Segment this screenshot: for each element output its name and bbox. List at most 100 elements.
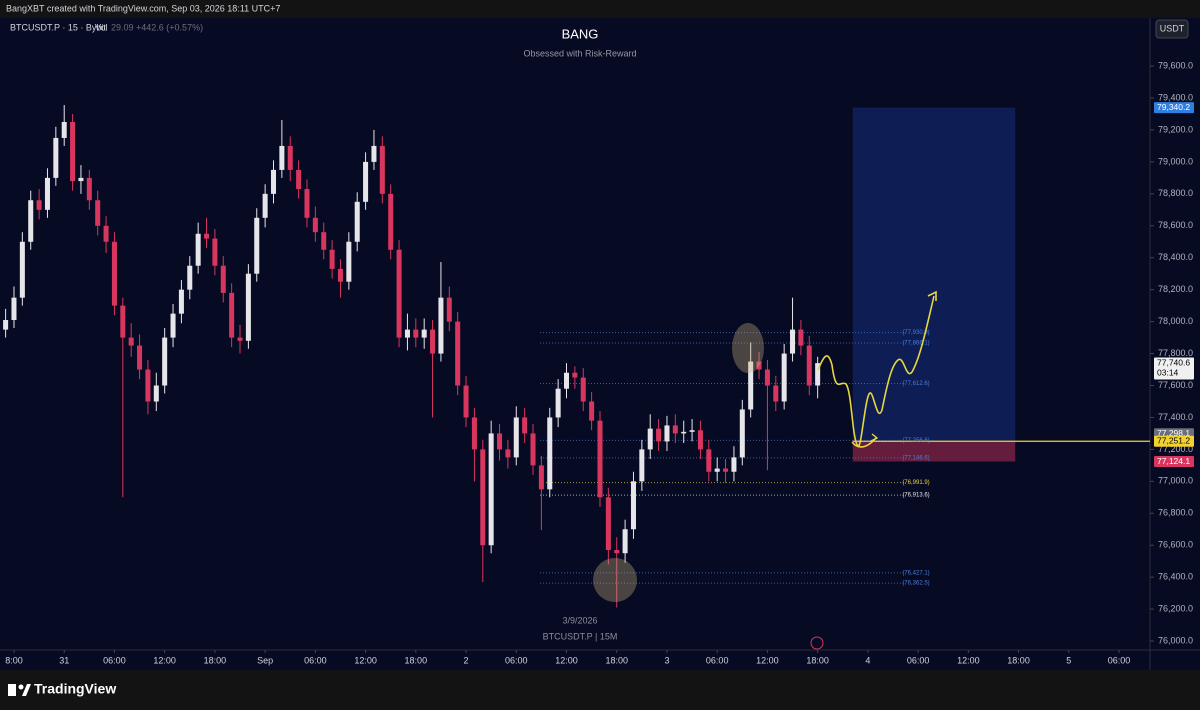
candle-body bbox=[790, 329, 796, 354]
candle-body bbox=[639, 449, 645, 482]
candle-body bbox=[597, 420, 603, 498]
x-tick-label: 12:00 bbox=[153, 655, 176, 665]
candle-body bbox=[304, 189, 310, 218]
level-label: (76,913.6) bbox=[902, 493, 929, 499]
y-tick-label: 79,200.0 bbox=[1158, 124, 1193, 134]
y-tick-label: 78,200.0 bbox=[1158, 284, 1193, 294]
candle-body bbox=[404, 329, 410, 338]
header: BangXBT created with TradingView.com, Se… bbox=[6, 3, 280, 13]
candle-body bbox=[178, 289, 184, 314]
candle-body bbox=[254, 217, 260, 274]
projection-arrow bbox=[927, 290, 937, 301]
footer-brand: TradingView bbox=[34, 681, 116, 697]
candle-body bbox=[589, 401, 595, 421]
y-tick-label: 79,600.0 bbox=[1158, 60, 1193, 70]
x-tick-label: 2 bbox=[464, 655, 469, 665]
alert-icon[interactable] bbox=[810, 636, 824, 650]
candle-body bbox=[53, 137, 59, 178]
y-tick-label: 76,400.0 bbox=[1158, 572, 1193, 582]
stop-zone bbox=[852, 441, 1016, 462]
price-label: 77,298.1 bbox=[1157, 428, 1190, 438]
y-tick-label: 76,600.0 bbox=[1158, 540, 1193, 550]
candle-body bbox=[229, 292, 235, 338]
candle-body bbox=[471, 417, 477, 450]
candle-body bbox=[61, 121, 67, 138]
candle-body bbox=[321, 232, 327, 250]
y-tick-label: 76,800.0 bbox=[1158, 508, 1193, 518]
x-tick-label: 18:00 bbox=[605, 655, 628, 665]
currency[interactable]: USDT bbox=[1160, 23, 1185, 33]
candle-body bbox=[630, 481, 636, 530]
y-tick-label: 79,400.0 bbox=[1158, 92, 1193, 102]
price-label: 77,740.6 bbox=[1157, 357, 1190, 367]
candle-body bbox=[187, 265, 193, 290]
candle-body bbox=[363, 161, 369, 202]
y-tick-label: 78,400.0 bbox=[1158, 252, 1193, 262]
x-tick-label: 18:00 bbox=[1007, 655, 1030, 665]
y-tick-label: 77,800.0 bbox=[1158, 348, 1193, 358]
candle-body bbox=[773, 385, 779, 402]
candle-body bbox=[371, 145, 377, 162]
y-tick-label: 77,600.0 bbox=[1158, 380, 1193, 390]
x-tick-label: 18:00 bbox=[204, 655, 227, 665]
candle-body bbox=[70, 121, 76, 182]
candle-body bbox=[95, 200, 101, 226]
candle-body bbox=[245, 273, 251, 341]
candle-body bbox=[430, 329, 436, 354]
candle-body bbox=[413, 329, 419, 338]
candle-body bbox=[145, 369, 151, 402]
y-tick-label: 77,400.0 bbox=[1158, 412, 1193, 422]
candle-body bbox=[36, 200, 42, 210]
y-tick-label: 78,600.0 bbox=[1158, 220, 1193, 230]
candle-body bbox=[204, 233, 210, 239]
candle-body bbox=[580, 377, 586, 402]
candle-body bbox=[329, 249, 335, 269]
x-tick-label: 18:00 bbox=[806, 655, 829, 665]
volume-label: Vol bbox=[95, 22, 108, 32]
currency-button[interactable] bbox=[1155, 19, 1189, 39]
chart-background bbox=[0, 18, 1200, 670]
candle-body bbox=[656, 428, 662, 442]
x-tick-label: 06:00 bbox=[907, 655, 930, 665]
x-tick-label: 5 bbox=[1066, 655, 1071, 665]
y-tick-label: 78,000.0 bbox=[1158, 316, 1193, 326]
candle-body bbox=[446, 297, 452, 322]
candle-body bbox=[28, 200, 34, 242]
x-tick-label: 06:00 bbox=[304, 655, 327, 665]
candle-body bbox=[3, 320, 9, 330]
candle-body bbox=[681, 431, 687, 434]
candle-body bbox=[137, 345, 143, 370]
candle-body bbox=[11, 297, 17, 321]
y-tick-label: 78,800.0 bbox=[1158, 188, 1193, 198]
level-label: (76,427.1) bbox=[902, 570, 929, 576]
candle-body bbox=[262, 193, 268, 218]
candle-body bbox=[723, 468, 729, 472]
candle-body bbox=[605, 497, 611, 551]
level-label: (76,991.9) bbox=[902, 480, 929, 486]
y-tick-label: 76,200.0 bbox=[1158, 603, 1193, 613]
candle-body bbox=[279, 145, 285, 170]
candle-body bbox=[237, 337, 243, 341]
candle-body bbox=[396, 249, 402, 338]
candle-body bbox=[748, 361, 754, 410]
candle-body bbox=[438, 297, 444, 354]
watermark-date: 3/9/2026 bbox=[562, 615, 597, 625]
candle-body bbox=[480, 449, 486, 546]
y-tick-label: 79,000.0 bbox=[1158, 156, 1193, 166]
candle-body bbox=[530, 433, 536, 466]
candle-body bbox=[798, 329, 804, 346]
candle-body bbox=[706, 449, 712, 472]
candle-body bbox=[120, 305, 126, 338]
candle-body bbox=[781, 353, 787, 402]
projection-path bbox=[817, 295, 935, 447]
candle-body bbox=[337, 268, 343, 282]
candle-body bbox=[505, 449, 511, 458]
candle-body bbox=[379, 145, 385, 194]
price-label: 77,124.1 bbox=[1157, 456, 1190, 466]
candle-body bbox=[128, 337, 134, 346]
level-label: (77,256.6) bbox=[902, 438, 929, 444]
logo-mark bbox=[22, 684, 31, 696]
candle-body bbox=[195, 233, 201, 266]
target-zone bbox=[852, 107, 1016, 442]
